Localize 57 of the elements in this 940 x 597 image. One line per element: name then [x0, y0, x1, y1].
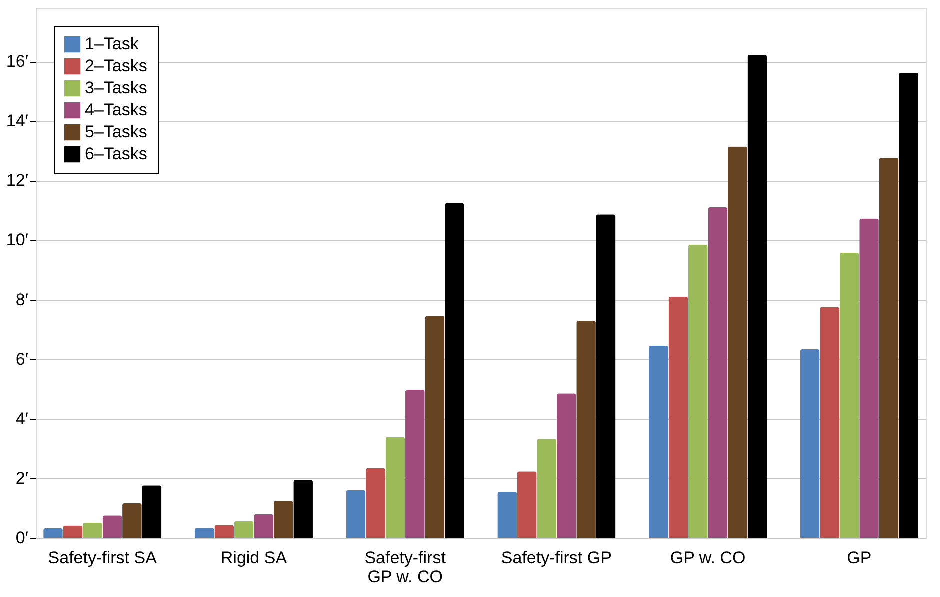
- bar: [44, 528, 63, 538]
- bar: [234, 521, 254, 538]
- bar: [820, 307, 840, 538]
- x-tick-label: Safety-first GP w. CO: [364, 548, 446, 586]
- legend-label: 5–Tasks: [85, 122, 148, 142]
- y-tick-label: 12′: [6, 171, 28, 190]
- bar: [142, 486, 162, 538]
- bar: [386, 437, 406, 538]
- bar: [346, 490, 366, 538]
- y-tick-label: 0′: [16, 528, 28, 548]
- bar: [122, 503, 142, 538]
- x-tick-label: Safety-first SA: [48, 548, 158, 568]
- legend-label: 2–Tasks: [85, 56, 148, 76]
- bar: [83, 522, 102, 538]
- bar: [498, 492, 517, 538]
- bar: [102, 516, 122, 538]
- bar: [294, 480, 313, 538]
- bar: [576, 320, 596, 538]
- bar: [194, 528, 214, 538]
- x-tick-label: Rigid SA: [220, 548, 288, 568]
- legend-label: 6–Tasks: [85, 144, 148, 164]
- bar: [445, 203, 464, 538]
- bar: [274, 501, 294, 538]
- bar: [556, 394, 576, 538]
- y-tick-label: 4′: [16, 409, 28, 428]
- y-tick-label: 14′: [6, 112, 28, 131]
- bar: [840, 253, 860, 538]
- x-tick-label: GP w. CO: [670, 548, 746, 568]
- bar: [728, 146, 748, 538]
- bar: [537, 439, 556, 538]
- bar: [800, 350, 820, 538]
- bar: [668, 296, 688, 538]
- legend-label: 1–Task: [85, 34, 140, 54]
- y-tick-label: 2′: [16, 468, 28, 488]
- bar: [517, 472, 537, 538]
- bar: [879, 158, 899, 538]
- y-tick-label: 6′: [16, 350, 28, 369]
- bar: [425, 316, 445, 538]
- bar: [214, 525, 234, 538]
- y-tick-label: 10′: [6, 230, 28, 250]
- bar: [406, 390, 425, 538]
- y-tick-label: 8′: [16, 290, 28, 310]
- x-tick-label: GP: [847, 548, 872, 568]
- bar: [688, 244, 708, 538]
- legend-label: 4–Tasks: [85, 100, 148, 120]
- bar: [63, 526, 83, 538]
- x-tick-label: Safety-first GP: [501, 548, 612, 568]
- bar: [860, 218, 879, 538]
- bar: [649, 346, 668, 538]
- bar: [366, 468, 386, 538]
- legend-label: 3–Tasks: [85, 78, 148, 98]
- bar: [708, 207, 728, 538]
- y-tick-label: 16′: [6, 52, 28, 72]
- bar: [596, 214, 616, 538]
- bar: [748, 55, 768, 538]
- bar: [254, 514, 274, 538]
- bar: [899, 72, 918, 538]
